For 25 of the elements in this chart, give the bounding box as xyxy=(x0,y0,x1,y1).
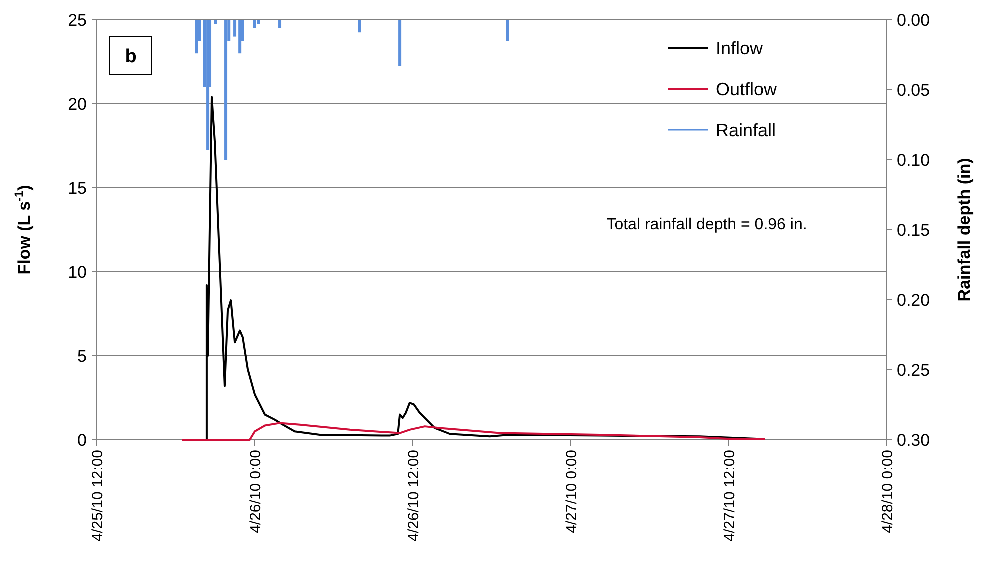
y2-axis-title: Rainfall depth (in) xyxy=(955,158,974,302)
y-tick-label: 15 xyxy=(68,178,87,198)
x-tick-label: 4/28/10 0:00 xyxy=(879,450,896,534)
legend-label: Outflow xyxy=(716,79,778,100)
x-tick-label: 4/26/10 12:00 xyxy=(405,450,422,542)
legend-label: Inflow xyxy=(716,38,764,58)
annotation: b xyxy=(125,46,137,68)
annotation: Total rainfall depth = 0.96 in. xyxy=(606,216,808,234)
y-tick-label: 10 xyxy=(68,262,87,282)
y2-tick-label: 0.30 xyxy=(897,430,930,450)
x-tick-label: 4/26/10 0:00 xyxy=(247,450,264,534)
y2-tick-label: 0.20 xyxy=(897,290,930,310)
y-tick-label: 0 xyxy=(78,430,87,450)
y2-tick-label: 0.05 xyxy=(897,80,930,100)
y-tick-label: 25 xyxy=(68,10,87,30)
x-tick-label: 4/25/10 12:00 xyxy=(89,450,106,542)
y-tick-label: 5 xyxy=(78,346,87,366)
legend-label: Rainfall xyxy=(716,120,776,140)
y-tick-label: 20 xyxy=(68,94,87,114)
y2-tick-label: 0.15 xyxy=(897,220,930,240)
x-tick-label: 4/27/10 12:00 xyxy=(721,450,738,542)
y2-tick-label: 0.00 xyxy=(897,10,930,30)
y2-tick-label: 0.25 xyxy=(897,360,930,380)
x-tick-label: 4/27/10 0:00 xyxy=(563,450,580,534)
y2-tick-label: 0.10 xyxy=(897,150,930,170)
